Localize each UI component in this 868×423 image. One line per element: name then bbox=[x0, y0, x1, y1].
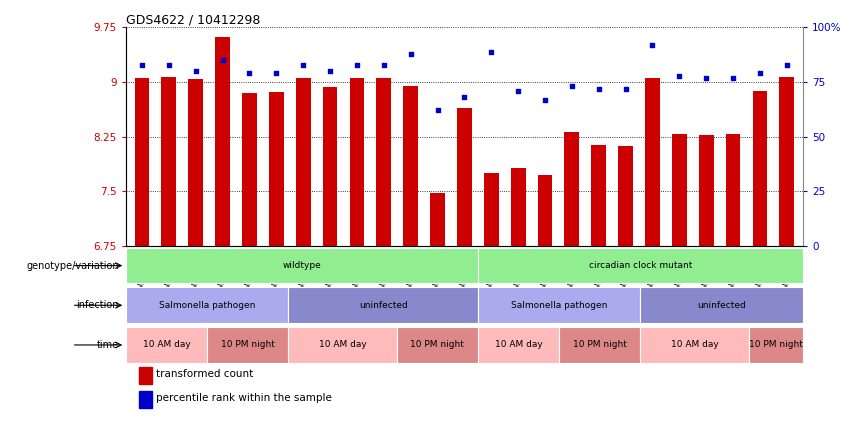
Bar bbox=[431, 192, 445, 246]
Bar bbox=[350, 78, 365, 246]
Bar bbox=[288, 327, 397, 363]
Text: 10 PM night: 10 PM night bbox=[573, 341, 627, 349]
Bar bbox=[377, 78, 391, 246]
Point bbox=[727, 74, 740, 81]
Bar bbox=[288, 287, 478, 323]
Bar bbox=[641, 287, 803, 323]
Bar bbox=[510, 168, 525, 246]
Bar bbox=[404, 86, 418, 246]
Point bbox=[323, 68, 337, 74]
Bar bbox=[559, 327, 641, 363]
Point bbox=[135, 61, 149, 68]
Bar bbox=[618, 146, 633, 246]
Bar bbox=[207, 327, 288, 363]
Bar bbox=[699, 135, 713, 246]
Text: GDS4622 / 10412298: GDS4622 / 10412298 bbox=[126, 14, 260, 26]
Text: uninfected: uninfected bbox=[697, 301, 746, 310]
Point bbox=[753, 70, 766, 77]
Point bbox=[215, 57, 229, 63]
Text: 10 AM day: 10 AM day bbox=[142, 341, 190, 349]
Point bbox=[350, 61, 364, 68]
Text: percentile rank within the sample: percentile rank within the sample bbox=[156, 393, 332, 403]
Bar bbox=[483, 173, 498, 246]
Text: transformed count: transformed count bbox=[156, 369, 253, 379]
Point bbox=[511, 88, 525, 94]
Bar bbox=[537, 175, 552, 246]
Point bbox=[565, 83, 579, 90]
Bar bbox=[397, 327, 478, 363]
Bar bbox=[641, 327, 749, 363]
Point bbox=[269, 70, 283, 77]
Point bbox=[188, 68, 202, 74]
Bar bbox=[215, 37, 230, 246]
Bar bbox=[478, 327, 559, 363]
Point bbox=[484, 48, 498, 55]
Text: 10 PM night: 10 PM night bbox=[749, 341, 803, 349]
Point bbox=[242, 70, 256, 77]
Point bbox=[377, 61, 391, 68]
Bar bbox=[645, 78, 660, 246]
Text: Salmonella pathogen: Salmonella pathogen bbox=[511, 301, 608, 310]
Text: 10 AM day: 10 AM day bbox=[319, 341, 366, 349]
Bar bbox=[726, 135, 740, 246]
Point bbox=[296, 61, 310, 68]
Bar bbox=[478, 248, 803, 283]
Bar bbox=[779, 77, 794, 246]
Point bbox=[431, 107, 444, 114]
Bar bbox=[478, 287, 641, 323]
Text: time: time bbox=[97, 340, 119, 350]
Text: uninfected: uninfected bbox=[358, 301, 407, 310]
Bar bbox=[296, 78, 311, 246]
Point bbox=[700, 74, 713, 81]
Point bbox=[646, 41, 660, 48]
Bar bbox=[135, 78, 149, 246]
Bar bbox=[140, 367, 152, 384]
Text: wildtype: wildtype bbox=[282, 261, 321, 270]
Point bbox=[592, 85, 606, 92]
Text: Salmonella pathogen: Salmonella pathogen bbox=[159, 301, 255, 310]
Bar bbox=[591, 145, 606, 246]
Text: 10 AM day: 10 AM day bbox=[671, 341, 719, 349]
Text: circadian clock mutant: circadian clock mutant bbox=[589, 261, 692, 270]
Bar bbox=[457, 107, 472, 246]
Point bbox=[673, 72, 687, 79]
Bar bbox=[672, 135, 687, 246]
Bar bbox=[242, 93, 257, 246]
Bar bbox=[126, 248, 478, 283]
Bar bbox=[126, 327, 207, 363]
Text: genotype/variation: genotype/variation bbox=[26, 261, 119, 271]
Bar bbox=[749, 327, 803, 363]
Point bbox=[538, 96, 552, 103]
Bar bbox=[323, 87, 338, 246]
Text: 10 AM day: 10 AM day bbox=[495, 341, 542, 349]
Point bbox=[779, 61, 793, 68]
Bar bbox=[161, 77, 176, 246]
Text: 10 PM night: 10 PM night bbox=[411, 341, 464, 349]
Text: 10 PM night: 10 PM night bbox=[220, 341, 274, 349]
Point bbox=[404, 50, 418, 57]
Bar bbox=[269, 91, 284, 246]
Bar bbox=[140, 391, 152, 408]
Bar bbox=[126, 287, 288, 323]
Bar bbox=[753, 91, 767, 246]
Text: infection: infection bbox=[76, 300, 119, 310]
Bar bbox=[564, 132, 579, 246]
Bar bbox=[188, 79, 203, 246]
Point bbox=[619, 85, 633, 92]
Point bbox=[457, 94, 471, 101]
Point bbox=[162, 61, 176, 68]
